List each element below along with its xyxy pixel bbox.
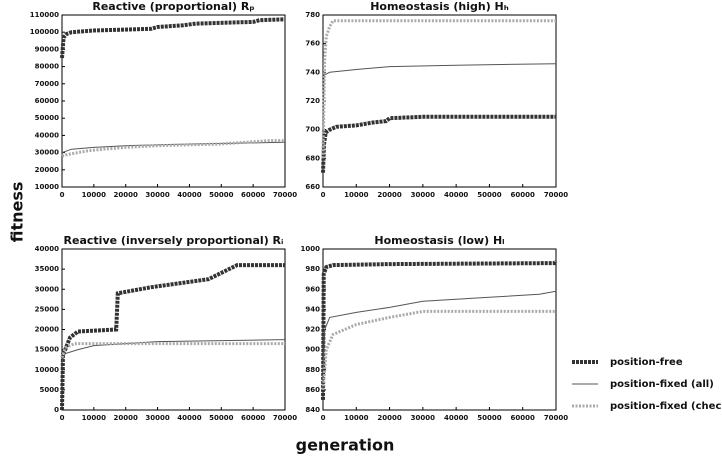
y-tick-label: 660: [305, 183, 320, 191]
series-line: [322, 63, 557, 130]
legend-label: position-fixed (checker): [610, 401, 722, 412]
x-tick-label: 60000: [511, 191, 535, 199]
x-tick-label: 20000: [377, 414, 401, 422]
legend-label: position-fixed (all): [610, 379, 714, 390]
x-tick-label: 30000: [145, 191, 169, 199]
series-line: [321, 19, 556, 159]
legend-label: position-free: [610, 357, 683, 368]
series-line: [61, 339, 286, 362]
series-line: [321, 114, 556, 173]
y-tick-label: 680: [305, 154, 320, 162]
y-tick-label: 25000: [35, 305, 59, 313]
plot-frame: [61, 14, 286, 188]
x-tick-label: 50000: [477, 414, 501, 422]
y-tick-label: 740: [305, 68, 320, 76]
y-tick-label: 30000: [35, 149, 59, 157]
x-tick-label: 0: [321, 414, 326, 422]
x-tick-label: 50000: [209, 414, 233, 422]
y-tick-label: 780: [305, 11, 320, 19]
series-line: [61, 139, 285, 158]
y-tick-label: 700: [305, 126, 320, 134]
y-tick-label: 10000: [35, 366, 59, 374]
x-tick-label: 0: [60, 414, 65, 422]
x-tick-label: 50000: [209, 191, 233, 199]
series-line: [321, 309, 556, 391]
x-tick-label: 70000: [544, 414, 568, 422]
x-tick-label: 40000: [177, 414, 201, 422]
plot-frame: [322, 248, 557, 411]
x-tick-label: 10000: [344, 414, 368, 422]
y-tick-label: 20000: [35, 166, 59, 174]
x-tick-label: 30000: [411, 191, 435, 199]
y-tick-label: 900: [305, 346, 320, 354]
y-tick-label: 1000: [301, 245, 321, 253]
subplot-title: Homeostasis (high) Hₕ: [370, 0, 509, 13]
y-tick-label: 110000: [30, 11, 59, 19]
y-tick-label: 920: [305, 326, 320, 334]
y-tick-label: 720: [305, 97, 320, 105]
plot-frame: [322, 14, 557, 188]
x-tick-label: 10000: [82, 414, 106, 422]
y-tick-label: 40000: [35, 131, 59, 139]
y-tick-label: 60000: [35, 97, 59, 105]
x-tick-label: 20000: [114, 191, 138, 199]
x-tick-label: 40000: [177, 191, 201, 199]
x-tick-label: 20000: [377, 191, 401, 199]
x-tick-label: 60000: [241, 191, 265, 199]
y-tick-label: 90000: [35, 45, 59, 53]
series-line: [60, 263, 285, 411]
x-axis-label: generation: [296, 436, 395, 455]
series-line: [322, 290, 557, 370]
y-tick-label: 760: [305, 40, 320, 48]
y-tick-label: 860: [305, 386, 320, 394]
x-tick-label: 40000: [444, 414, 468, 422]
y-tick-label: 35000: [35, 265, 59, 273]
x-tick-label: 70000: [273, 191, 297, 199]
y-axis-label: fitness: [8, 182, 27, 243]
y-tick-label: 960: [305, 285, 320, 293]
x-tick-label: 40000: [444, 191, 468, 199]
x-tick-label: 60000: [511, 414, 535, 422]
subplot-title: Reactive (proportional) Rₚ: [92, 0, 254, 13]
x-tick-label: 70000: [544, 191, 568, 199]
y-tick-label: 880: [305, 366, 320, 374]
x-tick-label: 20000: [114, 414, 138, 422]
y-tick-label: 30000: [35, 285, 59, 293]
y-tick-label: 840: [305, 406, 320, 414]
series-line: [321, 259, 558, 400]
x-tick-label: 70000: [273, 414, 297, 422]
series-line: [60, 342, 285, 359]
y-tick-label: 0: [54, 406, 59, 414]
y-tick-label: 50000: [35, 114, 59, 122]
x-tick-label: 10000: [344, 191, 368, 199]
x-tick-label: 0: [321, 191, 326, 199]
y-tick-label: 15000: [35, 346, 59, 354]
y-tick-label: 100000: [30, 28, 59, 36]
series-line: [60, 17, 286, 59]
x-tick-label: 30000: [411, 414, 435, 422]
y-tick-label: 980: [305, 265, 320, 273]
x-tick-label: 10000: [82, 191, 106, 199]
y-tick-label: 10000: [35, 183, 59, 191]
subplot-title: Homeostasis (low) Hₗ: [374, 234, 504, 247]
x-tick-label: 60000: [241, 414, 265, 422]
x-tick-label: 0: [60, 191, 65, 199]
x-tick-label: 30000: [145, 414, 169, 422]
y-tick-label: 940: [305, 305, 320, 313]
y-tick-label: 80000: [35, 63, 59, 71]
y-tick-label: 40000: [35, 245, 59, 253]
y-tick-label: 20000: [35, 326, 59, 334]
x-tick-label: 50000: [477, 191, 501, 199]
y-tick-label: 5000: [40, 386, 60, 394]
subplot-title: Reactive (inversely proportional) Rᵢ: [64, 234, 284, 247]
y-tick-label: 70000: [35, 80, 59, 88]
